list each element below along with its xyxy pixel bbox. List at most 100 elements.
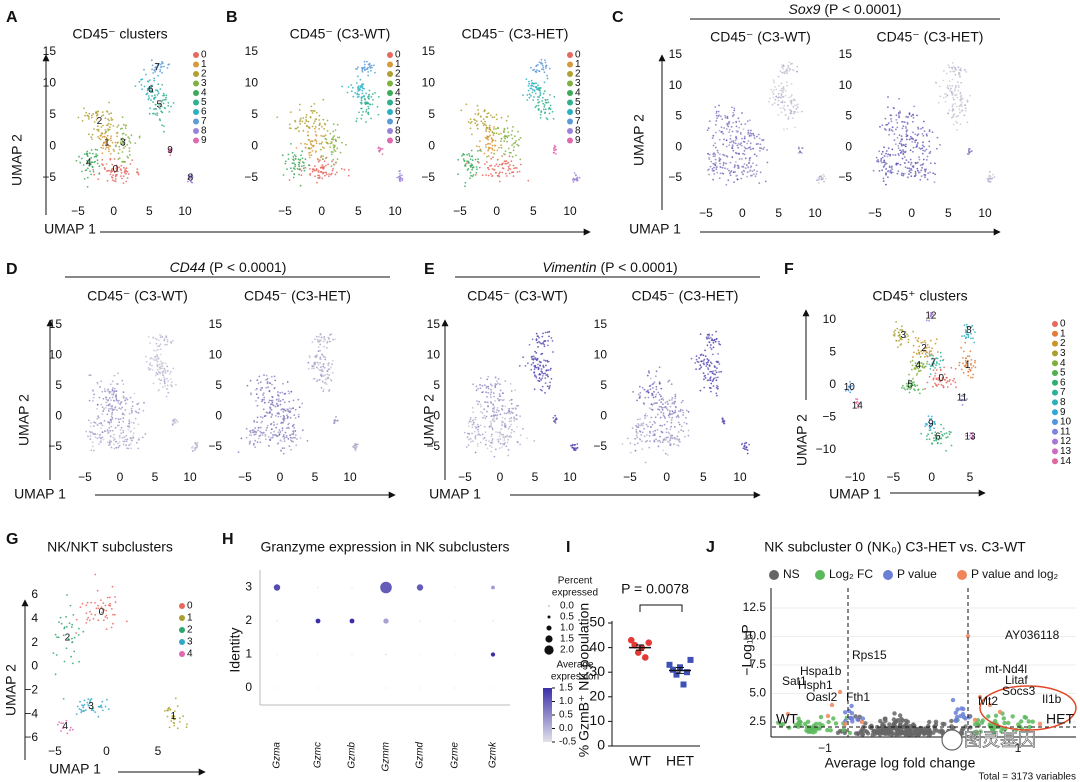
gene-name: Vimentin bbox=[542, 259, 596, 275]
cell bbox=[926, 438, 928, 441]
cell bbox=[919, 178, 922, 181]
cell bbox=[506, 162, 508, 165]
cell bbox=[120, 432, 123, 435]
cell bbox=[469, 118, 472, 120]
cell bbox=[974, 359, 976, 362]
cell bbox=[137, 412, 140, 414]
cell bbox=[259, 389, 262, 391]
cell bbox=[786, 127, 788, 130]
cell bbox=[98, 165, 101, 168]
cell bbox=[245, 436, 248, 439]
cell bbox=[288, 427, 290, 430]
cell bbox=[955, 86, 957, 89]
cell bbox=[266, 382, 269, 385]
dot bbox=[416, 584, 424, 591]
y-tick-label: 5 bbox=[845, 109, 852, 123]
panel-letter: I bbox=[566, 539, 570, 556]
cell bbox=[960, 67, 962, 70]
cell bbox=[909, 171, 912, 174]
cell bbox=[128, 412, 131, 415]
cell bbox=[537, 363, 539, 366]
cell bbox=[324, 381, 327, 384]
cell bbox=[121, 127, 123, 130]
cell bbox=[649, 421, 651, 424]
cell bbox=[489, 147, 491, 149]
cell bbox=[643, 427, 645, 430]
cell bbox=[511, 429, 513, 431]
cell bbox=[970, 150, 972, 153]
gene-point bbox=[892, 711, 897, 716]
cell bbox=[932, 377, 935, 380]
axis-title: UMAP 2 bbox=[794, 414, 810, 466]
cell bbox=[261, 420, 264, 423]
cell bbox=[173, 420, 176, 423]
cell bbox=[970, 367, 973, 369]
cell bbox=[922, 149, 925, 152]
cell bbox=[332, 130, 335, 133]
cell bbox=[651, 387, 654, 389]
cell bbox=[549, 104, 552, 107]
cell bbox=[512, 149, 515, 152]
cell bbox=[891, 126, 894, 129]
cell bbox=[700, 360, 703, 363]
cell bbox=[969, 369, 972, 371]
cell bbox=[950, 366, 953, 369]
cell bbox=[958, 364, 961, 367]
cell bbox=[356, 117, 358, 120]
cell bbox=[714, 155, 716, 158]
cell bbox=[475, 389, 478, 392]
cell bbox=[115, 417, 117, 420]
cell bbox=[108, 444, 110, 447]
cell bbox=[164, 371, 167, 374]
cell bbox=[262, 431, 265, 434]
cell bbox=[780, 82, 783, 85]
cell bbox=[961, 335, 963, 338]
cell bbox=[111, 417, 114, 419]
legend-swatch bbox=[567, 61, 573, 68]
cell bbox=[745, 448, 748, 451]
cell bbox=[487, 387, 490, 390]
cell bbox=[526, 94, 529, 96]
cell bbox=[534, 374, 536, 376]
cell bbox=[674, 393, 677, 396]
cell bbox=[513, 420, 516, 422]
cell bbox=[884, 162, 887, 164]
cell bbox=[533, 68, 536, 71]
cell bbox=[283, 438, 286, 440]
cell bbox=[703, 363, 705, 366]
cell bbox=[164, 369, 167, 372]
cell bbox=[888, 129, 891, 132]
cell bbox=[266, 381, 269, 383]
cell bbox=[654, 375, 657, 378]
legend-swatch bbox=[387, 52, 393, 58]
cell bbox=[797, 111, 799, 113]
cell bbox=[661, 441, 664, 444]
cell bbox=[899, 149, 901, 152]
cell bbox=[766, 149, 768, 151]
cell bbox=[96, 159, 99, 162]
cell bbox=[538, 61, 541, 64]
cell bbox=[715, 120, 718, 122]
cell bbox=[120, 171, 123, 174]
cell bbox=[925, 133, 928, 136]
cell bbox=[722, 164, 725, 166]
cell bbox=[98, 173, 100, 175]
cell bbox=[890, 118, 892, 120]
cell bbox=[480, 377, 482, 380]
cell bbox=[312, 169, 314, 171]
cell bbox=[782, 96, 785, 98]
cell bbox=[912, 114, 915, 116]
cell bbox=[636, 436, 639, 439]
cell bbox=[101, 424, 104, 427]
cell bbox=[237, 451, 240, 454]
cell bbox=[474, 430, 476, 433]
cell bbox=[145, 361, 148, 363]
cell bbox=[707, 127, 710, 130]
cell bbox=[715, 110, 718, 113]
cell bbox=[883, 146, 885, 149]
cell bbox=[147, 335, 150, 338]
cell bbox=[267, 386, 269, 389]
cell bbox=[73, 650, 76, 653]
cell bbox=[475, 166, 478, 168]
cell bbox=[535, 82, 537, 85]
